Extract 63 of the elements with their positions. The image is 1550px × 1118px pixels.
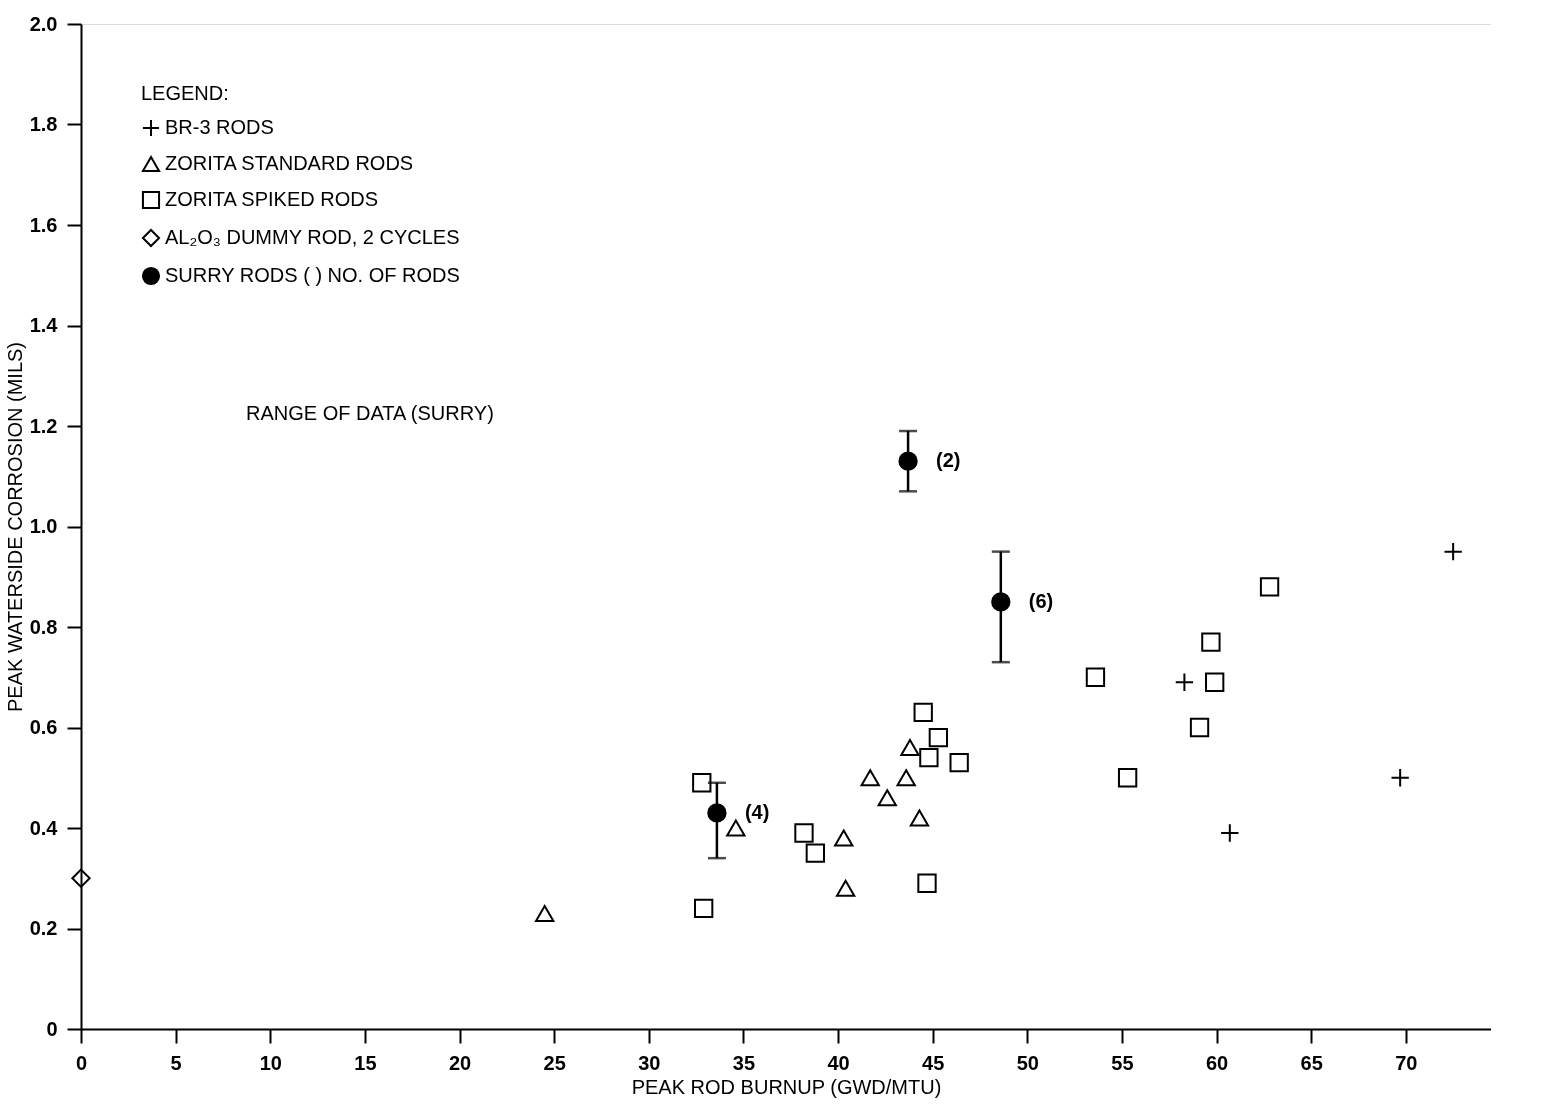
point — [1201, 632, 1221, 652]
y-tick-label: 0.4 — [29, 816, 59, 839]
y-tick-label: 0.2 — [29, 917, 58, 939]
annotation: (4) — [744, 800, 770, 823]
point — [860, 769, 880, 787]
point — [877, 789, 897, 807]
annotation: RANGE OF DATA (SURRY) — [246, 402, 494, 424]
point — [834, 829, 854, 847]
legend-label: ZORITA SPIKED RODS — [165, 188, 378, 210]
legend-label: BR-3 RODS — [165, 116, 274, 138]
y-tick-label: 0.6 — [29, 716, 58, 738]
point — [909, 809, 930, 827]
y-tick-label: 2.0 — [29, 12, 58, 35]
y-tick-label: 1.0 — [29, 515, 58, 537]
y-tick-label: 0 — [46, 1017, 58, 1040]
y-axis-title: PEAK WATERSIDE CORROSION (MILS) — [3, 341, 26, 713]
x-tick-label: 30 — [638, 1051, 661, 1074]
point — [535, 904, 555, 922]
x-tick-label: 10 — [259, 1051, 282, 1074]
legend-label: AL₂O₃ DUMMY ROD, 2 CYCLES — [165, 226, 460, 248]
point — [928, 727, 949, 748]
x-tick-label: 50 — [1016, 1051, 1039, 1074]
legend-label: SURRY RODS ( ) NO. OF RODS — [165, 264, 460, 286]
point — [896, 769, 916, 787]
point — [71, 868, 91, 888]
point — [1259, 577, 1280, 597]
x-tick-label: 70 — [1395, 1051, 1418, 1074]
point — [1117, 768, 1138, 788]
point — [917, 873, 937, 893]
point — [1085, 667, 1106, 687]
y-tick-label: 1.4 — [29, 314, 59, 336]
x-tick-label: 35 — [732, 1051, 756, 1074]
point — [1205, 672, 1225, 692]
point — [949, 753, 969, 773]
x-tick-label: 25 — [543, 1051, 566, 1074]
point — [900, 739, 920, 757]
x-tick-label: 40 — [827, 1051, 850, 1074]
point — [692, 773, 712, 793]
annotation: (6) — [1028, 589, 1054, 612]
x-tick-label: 0 — [75, 1051, 88, 1074]
x-tick-label: 60 — [1205, 1051, 1229, 1074]
point — [805, 843, 825, 863]
y-tick-label: 1.8 — [29, 113, 58, 135]
x-tick-label: 55 — [1111, 1051, 1134, 1074]
point — [913, 702, 933, 723]
point — [694, 898, 714, 919]
x-axis-title: PEAK ROD BURNUP (GWD/MTU) — [631, 1075, 942, 1098]
legend-label: ZORITA STANDARD RODS — [165, 152, 414, 174]
y-tick-label: 0.8 — [29, 615, 58, 638]
point — [794, 823, 814, 843]
annotation: (2) — [936, 449, 961, 472]
point — [726, 819, 746, 837]
point — [919, 747, 939, 768]
x-tick-label: 5 — [170, 1051, 182, 1074]
x-tick-label: 65 — [1300, 1051, 1323, 1074]
x-tick-label: 45 — [922, 1051, 945, 1074]
x-tick-label: 20 — [448, 1051, 472, 1074]
point — [835, 879, 856, 897]
legend-title: LEGEND: — [141, 82, 229, 104]
point — [1189, 717, 1210, 738]
y-tick-label: 1.6 — [29, 213, 58, 236]
y-tick-label: 1.2 — [29, 414, 58, 437]
x-tick-label: 15 — [354, 1051, 377, 1074]
